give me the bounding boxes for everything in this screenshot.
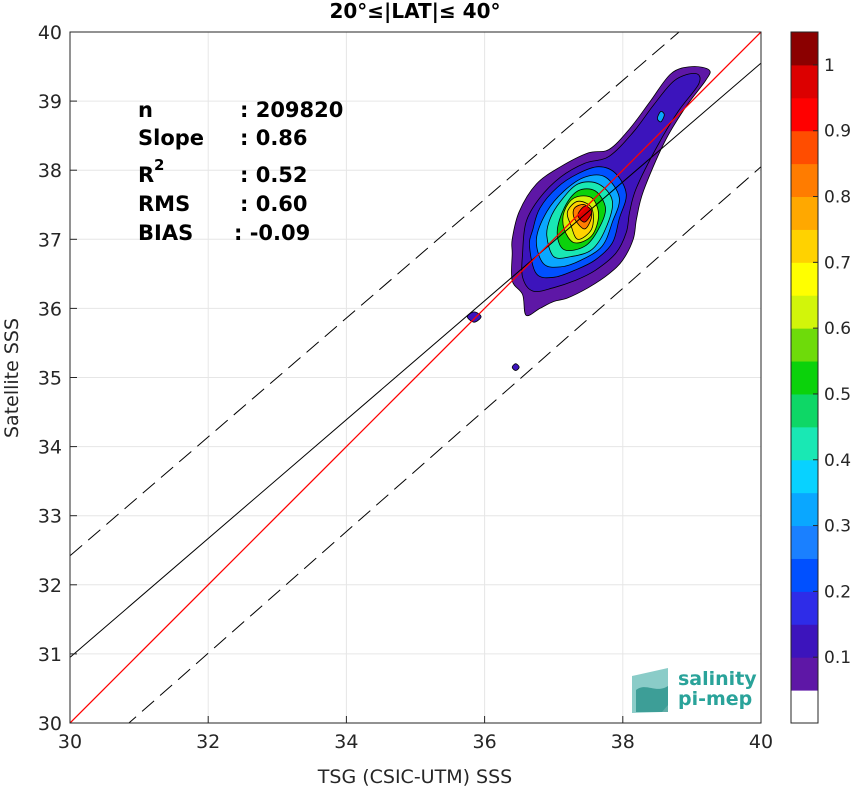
colorbar-tick-label: 0.7 [824,253,851,273]
colorbar-tick-label: 0.4 [824,451,851,471]
statistics-box: n : 209820 Slope : 0.86 R 2 : 0.52 RMS :… [138,98,343,245]
stat-bias-value: : -0.09 [234,221,310,245]
contour-island [656,111,665,123]
stat-n-label: n [138,98,153,122]
x-tick-label: 36 [473,731,497,753]
y-tick-label: 38 [38,160,62,182]
regression-fit-line [70,62,761,658]
colorbar-segment [791,361,818,395]
reference-lines [70,32,761,723]
colorbar-segment [791,328,818,362]
logo-text-line1: salinity [678,668,757,690]
upper-bound-dashed-line [70,32,680,557]
grid [69,31,762,724]
y-axis-title: Satellite SSS [1,318,23,438]
colorbar-segment [791,591,818,625]
y-tick-label: 36 [38,298,62,320]
colorbar-segment [791,525,818,559]
colorbar-tick-label: 0.2 [824,582,851,602]
colorbar-segment [791,64,818,99]
axis-ticks: 30 32 34 36 38 40 30 31 32 33 34 35 36 37 38 39 40 [38,22,773,753]
stat-bias-label: BIAS [138,221,193,245]
colorbar-tick-label: 0.1 [824,648,851,668]
colorbar-segment [791,393,818,428]
x-tick-label: 40 [749,731,773,753]
y-tick-label: 35 [38,368,62,390]
lower-bound-dashed-line [128,166,761,723]
stat-r2-sup: 2 [154,156,164,174]
colorbar-frame [790,31,819,724]
colorbar-segment [791,426,818,461]
colorbar-segment [791,657,818,691]
y-tick-label: 40 [38,22,62,44]
stat-rms-label: RMS [138,192,190,216]
colorbar-segment [791,229,818,263]
stat-r2-value: : 0.52 [240,163,308,187]
x-tick-label: 32 [196,731,220,753]
stat-n-value: : 209820 [240,98,343,122]
x-tick-label: 34 [334,731,358,753]
colorbar-segment [791,130,818,165]
y-tick-label: 31 [38,644,62,666]
colorbar-segment [791,32,818,66]
colorbar-tick-label: 0.9 [824,122,851,142]
colorbar-tick-label: 0.5 [824,385,851,405]
colorbar-segment [791,196,818,230]
y-tick-label: 30 [38,713,62,735]
y-tick-label: 39 [38,91,62,113]
plot-area: 30 32 34 36 38 40 30 31 32 33 34 35 36 37 38 39 40 [38,22,773,753]
salinity-pi-mep-logo: salinity pi-mep [632,668,757,713]
colorbar-segment [791,97,818,132]
colorbar: 0.1 0.2 0.3 0.4 0.5 0.6 0.7 0.8 0.9 1 [790,31,851,724]
y-tick-label: 33 [38,506,62,528]
colorbar-tick-label: 0.6 [824,319,851,339]
colorbar-segment [791,624,818,658]
stat-r2-label: R [138,163,154,187]
x-axis-title: TSG (CSIC-UTM) SSS [317,766,512,788]
colorbar-segment [791,295,818,329]
y-tick-label: 32 [38,575,62,597]
colorbar-segment [791,690,818,724]
x-tick-label: 38 [611,731,635,753]
logo-text-line2: pi-mep [678,688,752,710]
colorbar-tick-label: 0.3 [824,517,851,537]
contour-island [511,363,520,372]
colorbar-segment [791,163,818,198]
logo-wave-icon-2 [636,686,668,712]
chart-title: 20°≤|LAT|≤ 40° [329,0,500,23]
colorbar-segment [791,459,818,494]
identity-line [70,32,761,723]
colorbar-segment [791,492,818,527]
colorbar-tick-label: 0.8 [824,188,851,208]
stat-slope-value: : 0.86 [240,126,308,150]
stat-rms-value: : 0.60 [240,192,308,216]
stat-slope-label: Slope [138,126,204,150]
colorbar-segment [791,262,818,296]
x-tick-label: 30 [58,731,82,753]
y-tick-label: 34 [38,437,62,459]
y-tick-label: 37 [38,229,62,251]
density-contours [466,66,711,372]
colorbar-tick-label: 1 [824,56,835,76]
colorbar-segment [791,558,818,592]
